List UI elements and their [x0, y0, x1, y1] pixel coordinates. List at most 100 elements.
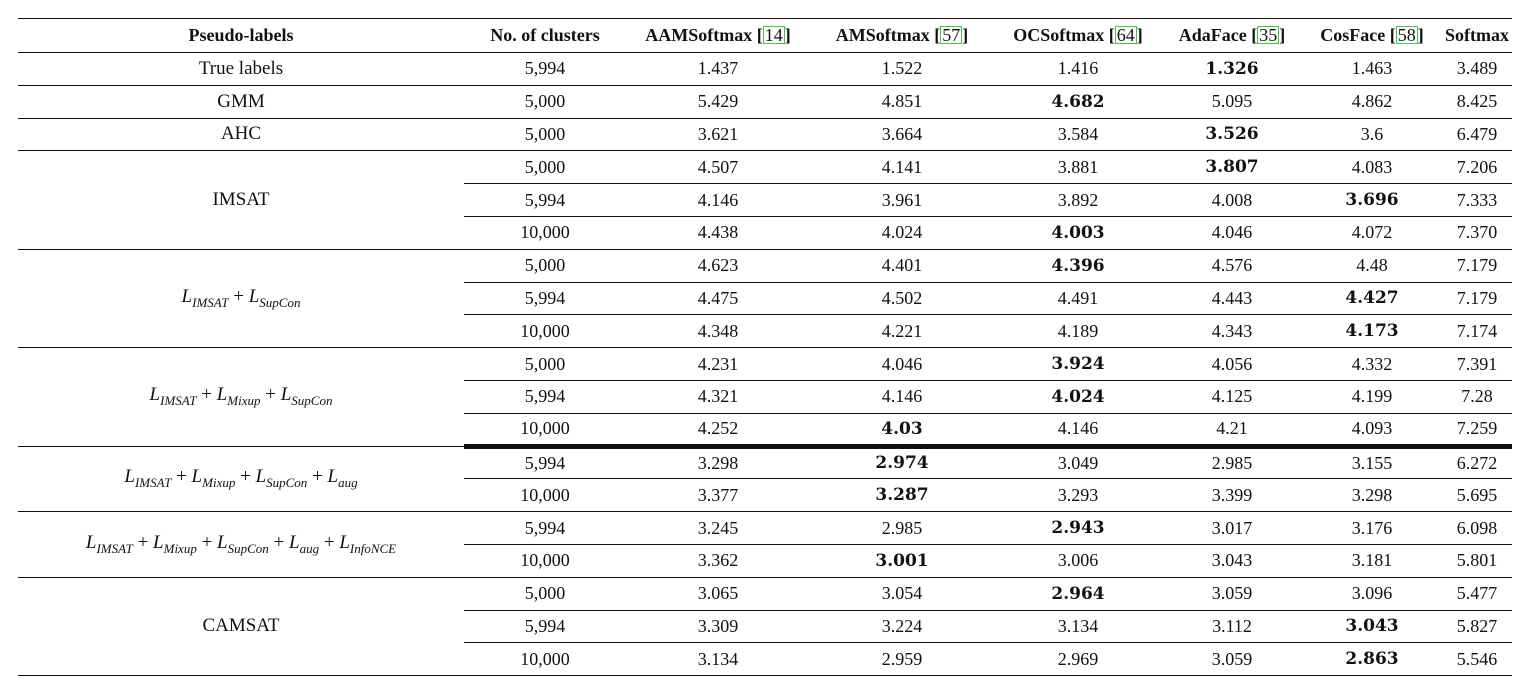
- eer-value-cell: 4.146: [626, 183, 810, 217]
- pseudo-label-cell: GMM: [18, 85, 464, 119]
- citation-link[interactable]: 64: [1114, 25, 1137, 45]
- eer-value-cell: 7.206: [1442, 150, 1512, 185]
- eer-value-cell: 4.862: [1302, 85, 1442, 119]
- eer-value-cell: 3.298: [626, 446, 810, 480]
- header-row: Pseudo-labels No. of clusters AAMSoftmax…: [18, 18, 1512, 53]
- eer-value-cell: 2.863: [1302, 642, 1442, 677]
- header-col: AAMSoftmax [14]: [626, 18, 810, 53]
- eer-value-cell: 3.059: [1162, 642, 1302, 677]
- clusters-cell: 5,994: [464, 610, 626, 644]
- eer-value-cell: 5.546: [1442, 642, 1512, 677]
- eer-value-cell: 7.259: [1442, 413, 1512, 449]
- citation-link[interactable]: 57: [940, 25, 963, 45]
- eer-value-cell: 4.427: [1302, 282, 1442, 316]
- eer-value-cell: 4.093: [1302, 413, 1442, 449]
- clusters-cell: 5,994: [464, 282, 626, 316]
- eer-value-cell: 1.463: [1302, 52, 1442, 86]
- eer-value-cell: 3.309: [626, 610, 810, 644]
- eer-value-cell: 7.333: [1442, 183, 1512, 217]
- pseudo-label-cell: CAMSAT: [18, 577, 464, 677]
- header-col: AdaFace [35]: [1162, 18, 1302, 53]
- eer-value-cell: 7.28: [1442, 380, 1512, 414]
- eer-value-cell: 1.326: [1162, 52, 1302, 86]
- table-row: AHC 5,000 3.621 3.664 3.584 3.526 3.6 6.479: [18, 118, 1512, 152]
- eer-value-cell: 4.024: [994, 380, 1162, 414]
- clusters-cell: 10,000: [464, 413, 626, 449]
- table-row: 5,994 4.475 4.502 4.491 4.443 4.427 7.179: [18, 282, 1512, 316]
- eer-value-cell: 4.024: [810, 216, 994, 250]
- table-body: True labels 5,994 1.437 1.522 1.416 1.326 1.46…: [18, 52, 1512, 677]
- eer-value-cell: 2.964: [994, 577, 1162, 611]
- eer-value-cell: 3.621: [626, 118, 810, 152]
- eer-value-cell: 2.985: [1162, 446, 1302, 480]
- citation-link[interactable]: 58: [1395, 25, 1418, 45]
- citation-link[interactable]: 35: [1257, 25, 1280, 45]
- eer-value-cell: 3.961: [810, 183, 994, 217]
- pseudo-label-cell: LIMSAT + LMixup + LSupCon: [18, 347, 464, 447]
- eer-value-cell: 2.969: [994, 642, 1162, 677]
- eer-value-cell: 8.425: [1442, 85, 1512, 119]
- eer-value-cell: 4.502: [810, 282, 994, 316]
- results-table: Pseudo-labels No. of clusters AAMSoftmax…: [18, 18, 1512, 677]
- eer-value-cell: 5.827: [1442, 610, 1512, 644]
- table-row: 10,000 3.377 3.287 3.293 3.399 3.298 5.695: [18, 478, 1512, 513]
- eer-value-cell: 4.046: [810, 347, 994, 381]
- eer-value-cell: 4.173: [1302, 314, 1442, 349]
- eer-value-cell: 4.396: [994, 249, 1162, 283]
- eer-value-cell: 4.332: [1302, 347, 1442, 381]
- table-row: LIMSAT + LMixup + LSupCon 5,000 4.231 4.046…: [18, 347, 1512, 447]
- pseudo-label-cell: LIMSAT + LMixup + LSupCon + Laug + LInfo…: [18, 511, 464, 578]
- eer-value-cell: 2.943: [994, 511, 1162, 545]
- eer-value-cell: 5.095: [1162, 85, 1302, 119]
- eer-value-cell: 5.801: [1442, 544, 1512, 578]
- table-row: LIMSAT + LMixup + LSupCon + Laug 5,994 3.2…: [18, 446, 1512, 513]
- clusters-cell: 5,000: [464, 118, 626, 152]
- eer-value-cell: 4.146: [994, 413, 1162, 449]
- eer-value-cell: 1.416: [994, 52, 1162, 86]
- eer-value-cell: 3.054: [810, 577, 994, 611]
- eer-value-cell: 1.437: [626, 52, 810, 86]
- eer-value-cell: 3.362: [626, 544, 810, 578]
- clusters-cell: 10,000: [464, 478, 626, 513]
- clusters-cell: 10,000: [464, 544, 626, 578]
- eer-value-cell: 3.001: [810, 544, 994, 578]
- eer-value-cell: 5.429: [626, 85, 810, 119]
- clusters-cell: 5,994: [464, 380, 626, 414]
- eer-value-cell: 2.974: [810, 446, 994, 480]
- table-row: 10,000 4.252 4.03 4.146 4.21 4.093 7.259: [18, 413, 1512, 449]
- eer-value-cell: 4.008: [1162, 183, 1302, 217]
- eer-value-cell: 4.475: [626, 282, 810, 316]
- eer-value-cell: 7.179: [1442, 249, 1512, 283]
- eer-value-cell: 4.507: [626, 150, 810, 185]
- eer-value-cell: 3.134: [626, 642, 810, 677]
- header-pseudo-labels: Pseudo-labels: [18, 18, 464, 53]
- eer-value-cell: 4.046: [1162, 216, 1302, 250]
- header-col: Softmax: [1442, 18, 1512, 53]
- eer-value-cell: 3.377: [626, 478, 810, 513]
- citation-link[interactable]: 14: [762, 25, 785, 45]
- eer-value-cell: 3.584: [994, 118, 1162, 152]
- eer-value-cell: 3.224: [810, 610, 994, 644]
- clusters-cell: 10,000: [464, 216, 626, 250]
- eer-value-cell: 4.576: [1162, 249, 1302, 283]
- eer-value-cell: 3.245: [626, 511, 810, 545]
- eer-value-cell: 2.985: [810, 511, 994, 545]
- eer-value-cell: 3.112: [1162, 610, 1302, 644]
- eer-value-cell: 4.682: [994, 85, 1162, 119]
- eer-value-cell: 4.072: [1302, 216, 1442, 250]
- eer-value-cell: 5.695: [1442, 478, 1512, 513]
- eer-value-cell: 3.664: [810, 118, 994, 152]
- table-row: 5,994 3.309 3.224 3.134 3.112 3.043 5.827: [18, 610, 1512, 644]
- clusters-cell: 5,000: [464, 85, 626, 119]
- eer-value-cell: 1.522: [810, 52, 994, 86]
- clusters-cell: 5,994: [464, 52, 626, 86]
- eer-value-cell: 3.043: [1162, 544, 1302, 578]
- eer-value-cell: 3.043: [1302, 610, 1442, 644]
- eer-value-cell: 3.881: [994, 150, 1162, 185]
- eer-value-cell: 3.489: [1442, 52, 1512, 86]
- table-row: LIMSAT + LMixup + LSupCon + Laug + LInfo…: [18, 511, 1512, 578]
- clusters-cell: 10,000: [464, 642, 626, 677]
- eer-value-cell: 3.892: [994, 183, 1162, 217]
- pseudo-label-cell: AHC: [18, 118, 464, 152]
- eer-value-cell: 3.059: [1162, 577, 1302, 611]
